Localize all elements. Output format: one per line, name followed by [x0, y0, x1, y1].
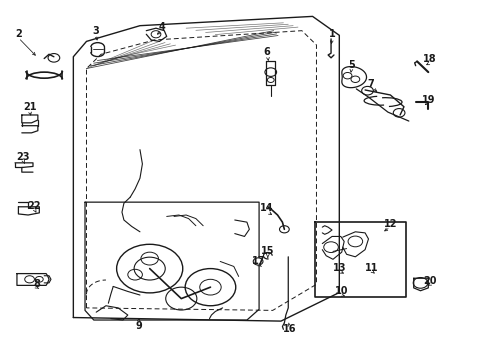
Text: 18: 18: [423, 54, 436, 64]
Text: 19: 19: [421, 95, 434, 105]
Text: 11: 11: [365, 262, 378, 273]
Text: 14: 14: [259, 203, 273, 213]
Text: 2: 2: [15, 29, 22, 39]
Text: 5: 5: [347, 60, 354, 70]
Text: 22: 22: [28, 201, 41, 211]
Text: 7: 7: [367, 79, 373, 89]
Circle shape: [151, 31, 161, 38]
Text: 23: 23: [17, 152, 30, 162]
Text: 10: 10: [334, 287, 348, 296]
Text: 16: 16: [282, 324, 295, 334]
Text: 1: 1: [328, 29, 335, 39]
Text: 21: 21: [23, 102, 36, 112]
Text: 17: 17: [252, 256, 265, 266]
Circle shape: [343, 72, 351, 79]
Circle shape: [253, 258, 263, 265]
Text: 12: 12: [383, 219, 396, 229]
Text: 9: 9: [135, 321, 142, 331]
Text: 3: 3: [93, 26, 100, 36]
Text: 15: 15: [261, 247, 274, 256]
Text: 4: 4: [158, 22, 165, 32]
Text: 20: 20: [423, 276, 436, 286]
Circle shape: [350, 76, 359, 82]
Text: 8: 8: [33, 279, 40, 289]
Text: 6: 6: [263, 47, 269, 57]
Text: 13: 13: [332, 262, 346, 273]
